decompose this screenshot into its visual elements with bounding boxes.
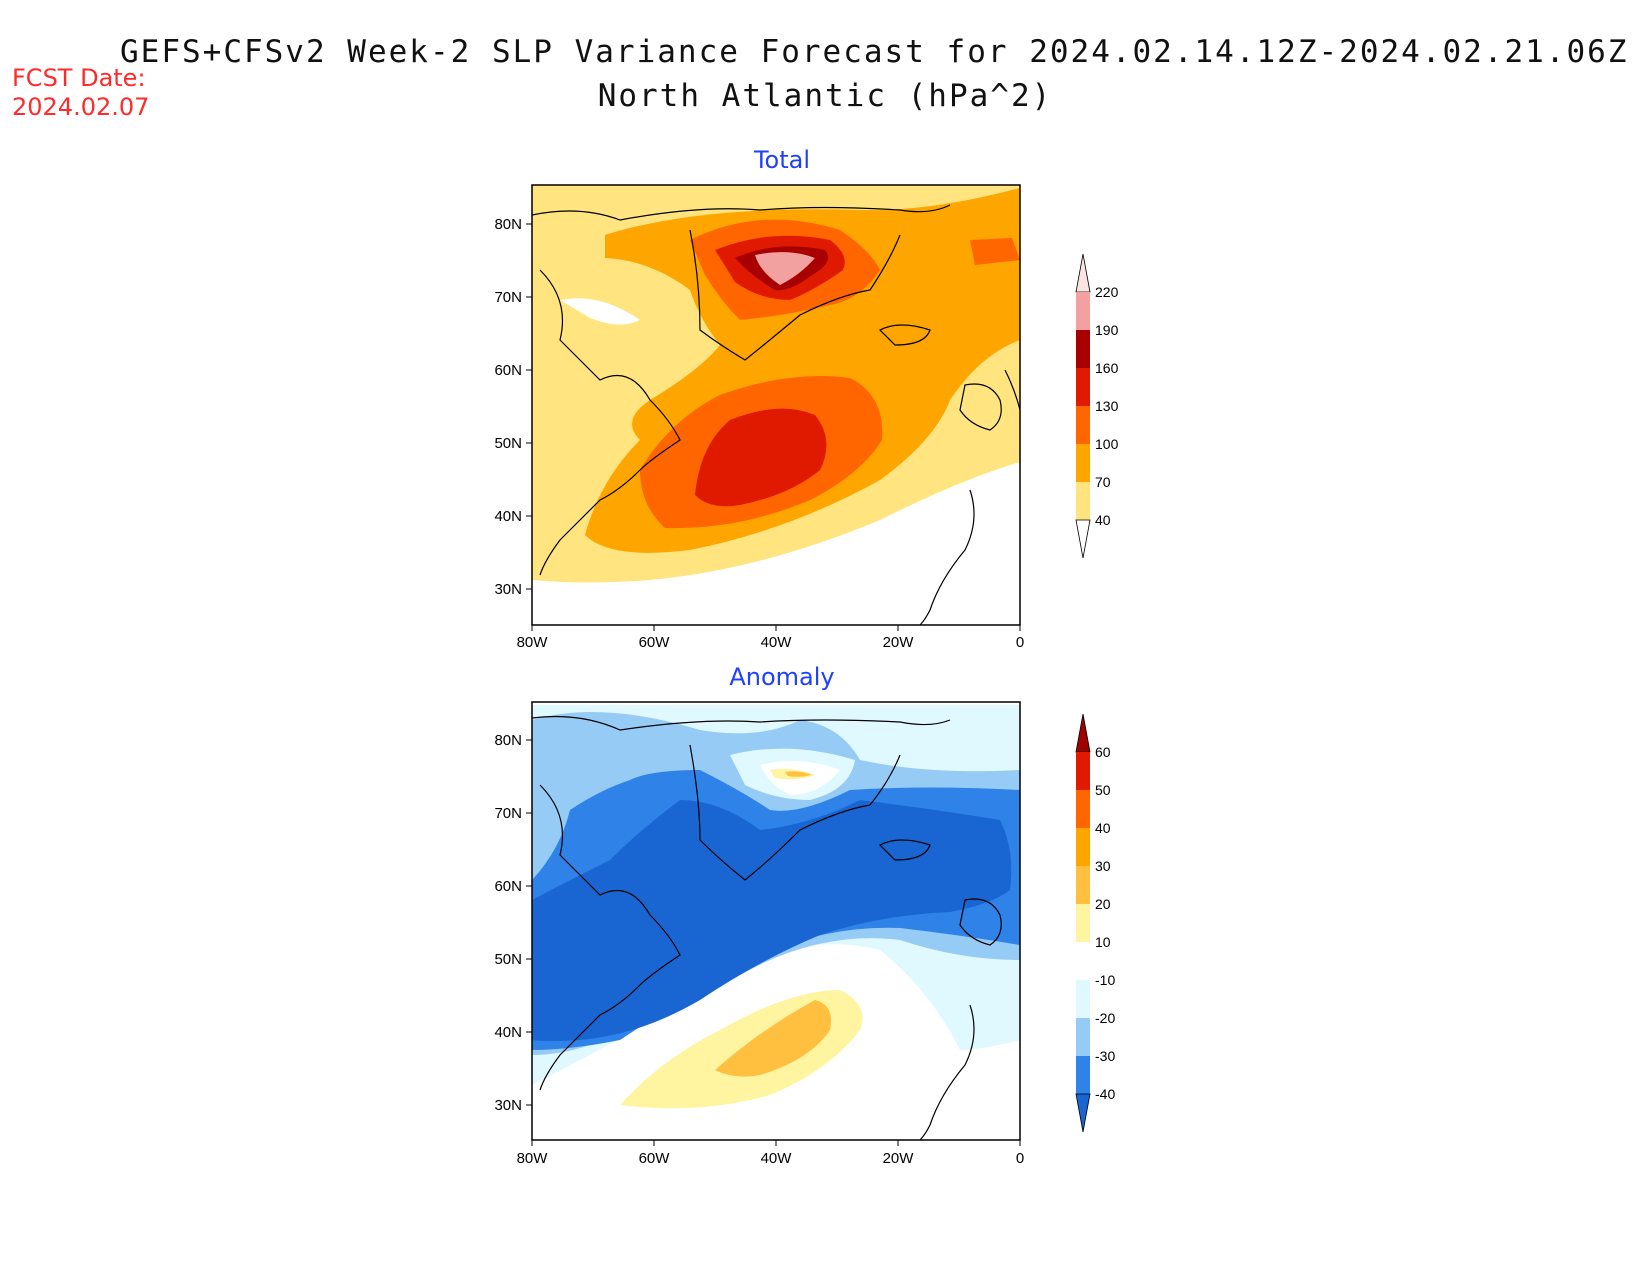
contour-190 (755, 252, 815, 285)
y-tick-label: 60N (494, 878, 522, 895)
x-tick-label: 40W (761, 634, 793, 651)
colorbar-segment (1076, 980, 1090, 1018)
y-tick-label: 30N (494, 1097, 522, 1114)
y-tick-label: 80N (494, 216, 522, 233)
y-tick-label: 30N (494, 581, 522, 598)
colorbar-label: -20 (1095, 1010, 1115, 1026)
panel-title-anomaly: Anomaly (729, 663, 834, 691)
colorbar-label: 20 (1095, 896, 1111, 912)
colorbar-segment (1076, 406, 1090, 444)
colorbar-segment (1076, 942, 1090, 980)
total-field (532, 185, 1020, 625)
x-tick-label: 0 (1016, 634, 1024, 651)
colorbar-segment (1076, 1018, 1090, 1056)
colorbar-cap-top (1075, 253, 1091, 293)
colorbar-label: 130 (1095, 398, 1119, 414)
anomaly-plus20 (715, 1000, 831, 1077)
colorbar-label: -40 (1095, 1086, 1115, 1102)
colorbar-segment (1076, 790, 1090, 828)
y-tick-label: 60N (494, 362, 522, 379)
fcst-date-value: 2024.02.07 (12, 93, 150, 121)
colorbar-label: 30 (1095, 858, 1111, 874)
x-tick-label: 80W (517, 634, 549, 651)
anomaly-field (532, 702, 1020, 1140)
colorbar-cap-top (1075, 713, 1091, 753)
colorbar-label: 10 (1095, 934, 1111, 950)
x-tick-label: 60W (639, 634, 671, 651)
main-subtitle: North Atlantic (hPa^2) (597, 78, 1053, 114)
colorbar-total: 220 190 160 130 100 70 40 (1075, 253, 1119, 559)
colorbar-segment (1076, 752, 1090, 790)
y-tick-label: 70N (494, 805, 522, 822)
x-tick-label: 20W (883, 634, 915, 651)
panel-title-total: Total (753, 146, 810, 174)
anomaly-y-axis: 80N 70N 60N 50N 40N 30N (494, 732, 532, 1114)
colorbar-label: 40 (1095, 820, 1111, 836)
colorbar-label: 160 (1095, 360, 1119, 376)
colorbar-segment (1076, 330, 1090, 368)
colorbar-segment (1076, 866, 1090, 904)
colorbar-cap-bottom (1075, 1093, 1091, 1133)
colorbar-label: 60 (1095, 744, 1111, 760)
contour-130-south (695, 408, 827, 507)
colorbar-segment (1076, 292, 1090, 330)
anomaly-x-axis: 80W 60W 40W 20W 0 (517, 1140, 1024, 1167)
colorbar-label: 50 (1095, 782, 1111, 798)
colorbar-label: -10 (1095, 972, 1115, 988)
fcst-date-label: FCST Date: (12, 64, 146, 92)
y-tick-label: 50N (494, 435, 522, 452)
x-tick-label: 0 (1016, 1150, 1024, 1167)
y-tick-label: 40N (494, 508, 522, 525)
x-tick-label: 80W (517, 1150, 549, 1167)
colorbar-segment (1076, 444, 1090, 482)
colorbar-segment (1076, 1056, 1090, 1094)
colorbar-segment (1076, 828, 1090, 866)
colorbar-segment (1076, 904, 1090, 942)
x-tick-label: 40W (761, 1150, 793, 1167)
total-y-axis: 80N 70N 60N 50N 40N 30N (494, 216, 532, 598)
colorbar-label: 40 (1095, 512, 1111, 528)
colorbar-label: 70 (1095, 474, 1111, 490)
main-title: GEFS+CFSv2 Week-2 SLP Variance Forecast … (120, 34, 1629, 70)
y-tick-label: 80N (494, 732, 522, 749)
colorbar-label: 220 (1095, 284, 1119, 300)
total-x-axis: 80W 60W 40W 20W 0 (517, 625, 1024, 651)
x-tick-label: 60W (639, 1150, 671, 1167)
y-tick-label: 50N (494, 951, 522, 968)
y-tick-label: 70N (494, 289, 522, 306)
colorbar-segment (1076, 482, 1090, 520)
y-tick-label: 40N (494, 1024, 522, 1041)
colorbar-cap-bottom (1075, 519, 1091, 559)
x-tick-label: 20W (883, 1150, 915, 1167)
colorbar-label: 190 (1095, 322, 1119, 338)
colorbar-label: 100 (1095, 436, 1119, 452)
colorbar-anomaly: 60 50 40 30 20 10 -10 -20 -30 -40 (1075, 713, 1115, 1133)
colorbar-label: -30 (1095, 1048, 1115, 1064)
anomaly-minus40 (532, 800, 1012, 1041)
colorbar-segment (1076, 368, 1090, 406)
